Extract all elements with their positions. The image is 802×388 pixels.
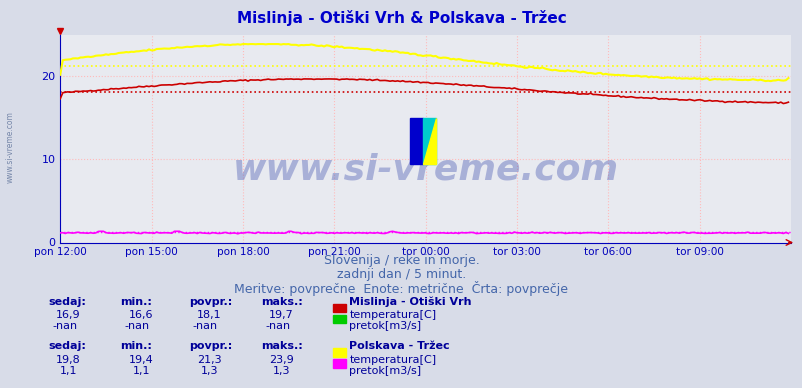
Text: Mislinja - Otiški Vrh: Mislinja - Otiški Vrh (349, 297, 472, 307)
Text: min.:: min.: (120, 341, 152, 352)
Text: 23,9: 23,9 (269, 355, 294, 365)
Text: 1,3: 1,3 (273, 366, 290, 376)
Text: 19,4: 19,4 (128, 355, 153, 365)
Text: 1,3: 1,3 (200, 366, 218, 376)
Text: zadnji dan / 5 minut.: zadnji dan / 5 minut. (337, 268, 465, 281)
Text: povpr.:: povpr.: (188, 297, 232, 307)
Text: 16,9: 16,9 (56, 310, 81, 320)
Text: pretok[m3/s]: pretok[m3/s] (349, 366, 421, 376)
Text: temperatura[C]: temperatura[C] (349, 310, 435, 320)
Text: www.si-vreme.com: www.si-vreme.com (233, 153, 618, 187)
Text: sedaj:: sedaj: (48, 297, 86, 307)
Text: 1,1: 1,1 (132, 366, 150, 376)
Text: maks.:: maks.: (261, 341, 302, 352)
Text: min.:: min.: (120, 297, 152, 307)
Bar (423, 118, 435, 164)
Text: -nan: -nan (124, 321, 149, 331)
Text: povpr.:: povpr.: (188, 341, 232, 352)
Text: -nan: -nan (52, 321, 77, 331)
Text: -nan: -nan (192, 321, 217, 331)
Text: 19,8: 19,8 (56, 355, 81, 365)
Text: 18,1: 18,1 (196, 310, 221, 320)
Polygon shape (423, 118, 435, 164)
Text: www.si-vreme.com: www.si-vreme.com (6, 111, 15, 184)
Text: temperatura[C]: temperatura[C] (349, 355, 435, 365)
Text: -nan: -nan (265, 321, 290, 331)
Text: 1,1: 1,1 (60, 366, 78, 376)
Text: Mislinja - Otiški Vrh & Polskava - Tržec: Mislinja - Otiški Vrh & Polskava - Tržec (237, 10, 565, 26)
Text: pretok[m3/s]: pretok[m3/s] (349, 321, 421, 331)
Bar (410, 118, 423, 164)
Text: maks.:: maks.: (261, 297, 302, 307)
Text: Polskava - Tržec: Polskava - Tržec (349, 341, 449, 352)
Text: 19,7: 19,7 (269, 310, 294, 320)
Text: sedaj:: sedaj: (48, 341, 86, 352)
Text: 16,6: 16,6 (128, 310, 153, 320)
Text: Meritve: povprečne  Enote: metrične  Črta: povprečje: Meritve: povprečne Enote: metrične Črta:… (234, 281, 568, 296)
Text: Slovenija / reke in morje.: Slovenija / reke in morje. (323, 254, 479, 267)
Text: 21,3: 21,3 (196, 355, 221, 365)
